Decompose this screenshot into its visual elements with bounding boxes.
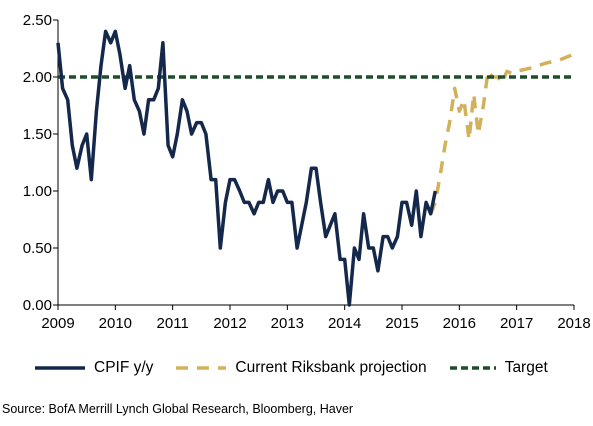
series [56,29,575,307]
axes [57,20,574,306]
x-tick-label: 2018 [557,315,590,332]
legend-item-projection: Current Riksbank projection [175,359,427,377]
y-tick-label: 1.00 [23,183,52,200]
legend-swatch-cpif [35,366,85,370]
y-tick-label: 0.50 [23,240,52,257]
y-tick-label: 2.00 [23,69,52,86]
x-tick-label: 2012 [213,315,246,332]
series-line-cpif-y-y [56,29,438,307]
x-tick-label: 2013 [271,315,304,332]
x-tick-label: 2017 [500,315,533,332]
legend-label-target: Target [504,359,548,376]
x-tick-label: 2014 [328,315,361,332]
x-tick-label: 2009 [41,315,74,332]
y-tick-label: 1.50 [23,126,52,143]
x-tick-label: 2010 [99,315,132,332]
line-chart: 2009 2010 2011 2012 2013 2014 2015 2016 2017 2018… [23,12,591,332]
legend-label-projection: Current Riksbank projection [235,359,427,376]
y-tick-label: 0.00 [23,297,52,314]
x-tick-label: 2015 [385,315,418,332]
legend-item-cpif: CPIF y/y [34,359,153,377]
x-tick-label: 2016 [443,315,476,332]
legend: CPIF y/y Current Riksbank projection Tar… [34,356,586,380]
legend-item-target: Target [449,359,548,377]
legend-swatch-target [449,366,496,370]
source-note: Source: BofA Merrill Lynch Global Resear… [2,402,354,416]
ticks: 2009 2010 2011 2012 2013 2014 2015 2016 2017 2018… [23,12,591,332]
x-tick-label: 2011 [157,315,189,332]
series-line-current-riksbank-projection [429,52,575,215]
y-tick-label: 2.50 [23,12,52,29]
legend-label-cpif: CPIF y/y [94,359,154,376]
legend-swatch-projection [176,366,227,370]
